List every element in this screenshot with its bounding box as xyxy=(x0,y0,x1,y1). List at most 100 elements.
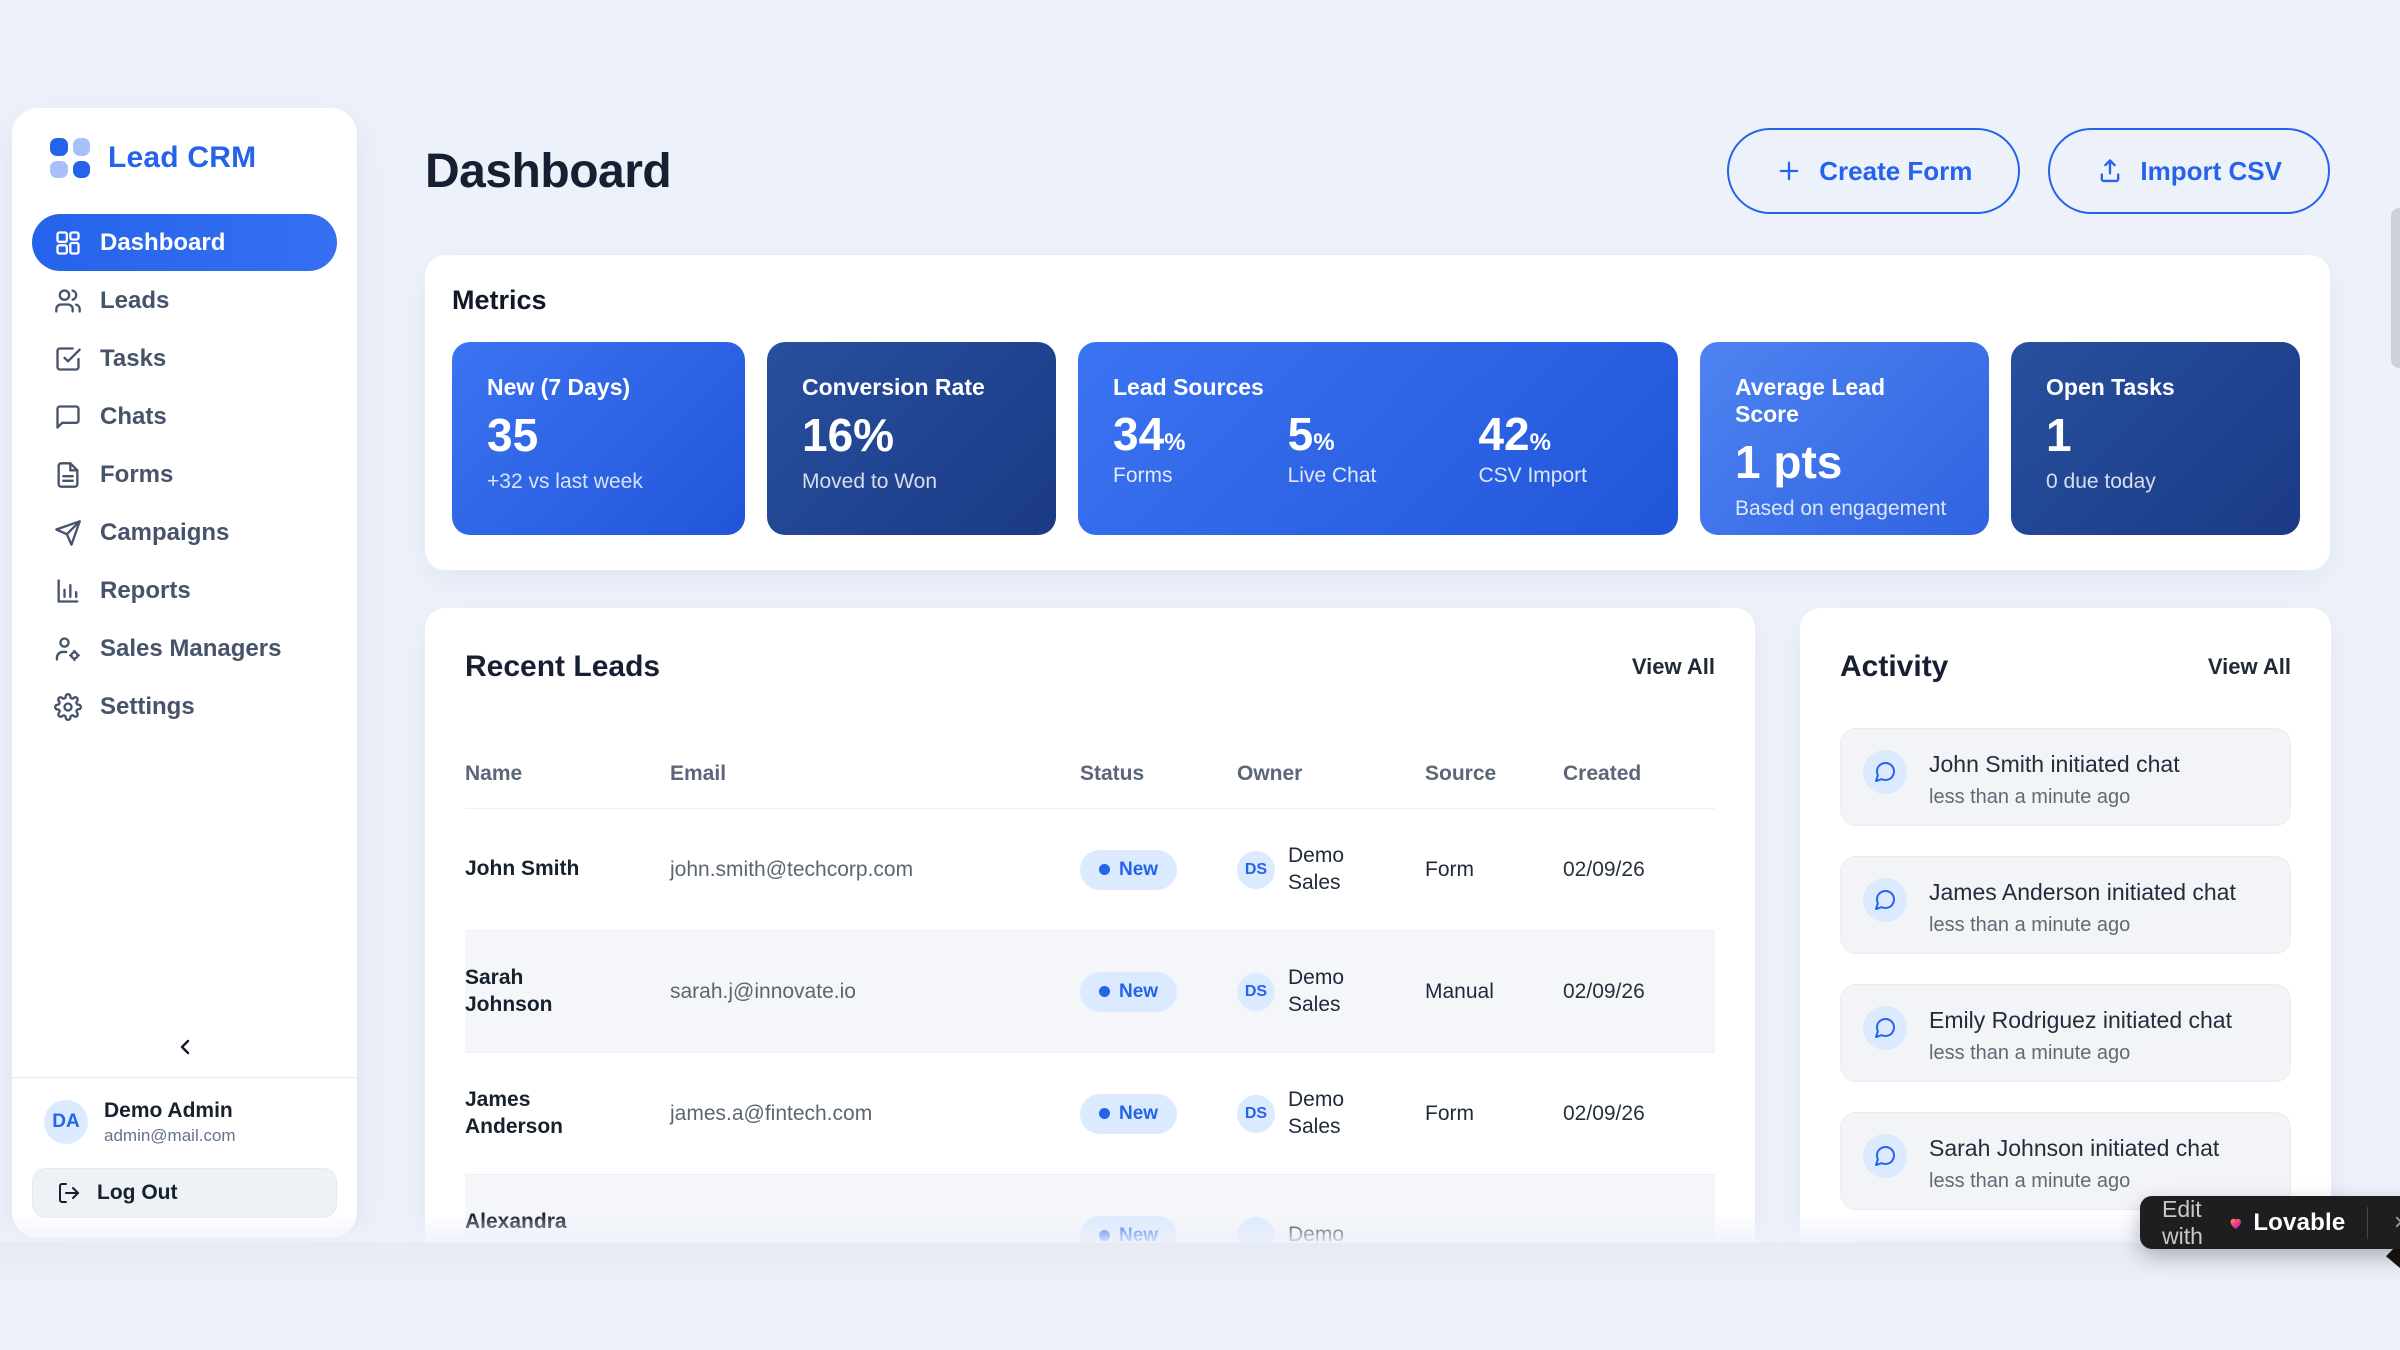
metric-value: 16% xyxy=(802,409,895,461)
lovable-badge-brand[interactable]: Lovable xyxy=(2253,1208,2346,1236)
lead-name: James Anderson xyxy=(465,1088,564,1138)
activity-item-time: less than a minute ago xyxy=(1929,1170,2131,1192)
list-item[interactable]: Emily Rodriguez initiated chat less than … xyxy=(1840,984,2291,1082)
status-label: New xyxy=(1119,1224,1159,1244)
create-form-button[interactable]: Create Form xyxy=(1727,128,2021,214)
user-profile: DA Demo Admin admin@mail.com xyxy=(32,1098,337,1146)
divider xyxy=(2367,1206,2368,1239)
activity-panel: Activity View All John Smith initiated c… xyxy=(1800,608,2331,1243)
status-label: New xyxy=(1119,980,1159,1002)
lead-email: sarah.j@innovate.io xyxy=(670,979,856,1003)
owner-name: Demo Sales xyxy=(1288,844,1345,894)
sidebar-item-tasks[interactable]: Tasks xyxy=(32,330,337,387)
logout-icon xyxy=(59,1183,79,1203)
sidebar-item-label: Campaigns xyxy=(100,518,230,546)
sidebar-item-chats[interactable]: Chats xyxy=(32,388,337,445)
app-logo-icon xyxy=(50,138,90,178)
sidebar-item-label: Sales Managers xyxy=(100,634,282,662)
stat-label: Live Chat xyxy=(1287,463,1377,487)
recent-leads-view-all-link[interactable]: View All xyxy=(1631,654,1715,679)
user-name: Demo Admin xyxy=(104,1098,233,1122)
status-dot-icon xyxy=(1099,1108,1110,1119)
lovable-badge-prefix: Edit with xyxy=(2162,1195,2203,1249)
owner-avatar: DS xyxy=(1237,850,1275,889)
sidebar-item-campaigns[interactable]: Campaigns xyxy=(32,504,337,561)
status-dot-icon xyxy=(1099,986,1110,997)
column-header-owner: Owner xyxy=(1237,762,1303,785)
table-row[interactable]: John Smith john.smith@techcorp.com New D… xyxy=(465,808,1715,930)
sidebar-item-leads[interactable]: Leads xyxy=(32,272,337,329)
lead-source-stat-forms: 34% Forms xyxy=(1113,409,1186,488)
stat-label: Forms xyxy=(1113,463,1173,487)
metric-value: 1 pts xyxy=(1735,436,1843,488)
metric-subtext: Based on engagement xyxy=(1735,496,1947,520)
chat-bubble-icon xyxy=(1863,878,1907,922)
lovable-badge: Edit with Lovable × xyxy=(2140,1196,2400,1249)
lead-name-text: Alexandra xyxy=(465,1210,567,1234)
check-square-icon xyxy=(56,346,81,371)
metric-label: Conversion Rate xyxy=(802,374,985,400)
list-item[interactable]: John Smith initiated chat less than a min… xyxy=(1840,728,2291,826)
activity-item-title: John Smith initiated chat xyxy=(1929,751,2180,777)
lead-source-stat-live-chat: 5% Live Chat xyxy=(1288,409,1377,488)
table-row[interactable]: Alexandra New Demo xyxy=(465,1174,1715,1243)
logout-button[interactable]: Log Out xyxy=(32,1168,337,1218)
stat-value: 42 xyxy=(1478,408,1530,460)
column-header-status: Status xyxy=(1080,762,1145,785)
sidebar-collapse-button[interactable] xyxy=(32,1025,337,1069)
stat-label: CSV Import xyxy=(1478,463,1587,487)
list-item[interactable]: James Anderson initiated chat less than a… xyxy=(1840,856,2291,954)
sidebar-item-label: Chats xyxy=(100,402,167,430)
sidebar-item-reports[interactable]: Reports xyxy=(32,562,337,619)
user-email: admin@mail.com xyxy=(104,1126,236,1145)
metrics-panel: Metrics New (7 Days) 35 +32 vs last week… xyxy=(425,255,2330,570)
lead-created: 02/09/26 xyxy=(1563,1101,1645,1125)
lead-source: Manual xyxy=(1425,979,1494,1003)
column-header-source: Source xyxy=(1425,762,1497,785)
metric-subtext: Moved to Won xyxy=(802,469,938,493)
lead-source-stat-csv-import: 42% CSV Import xyxy=(1478,409,1587,488)
sidebar-item-sales-managers[interactable]: Sales Managers xyxy=(32,620,337,677)
lead-name: John Smith xyxy=(465,857,580,881)
logout-label: Log Out xyxy=(97,1181,178,1204)
sidebar-nav: Dashboard Leads Tasks Chats Forms Campai… xyxy=(32,214,337,735)
status-badge: New xyxy=(1080,849,1178,890)
close-icon[interactable]: × xyxy=(2384,1205,2400,1241)
sidebar: Lead CRM Dashboard Leads Tasks Chats For… xyxy=(12,108,357,1238)
lovable-heart-icon xyxy=(2230,1218,2241,1229)
column-header-email: Email xyxy=(670,762,727,785)
plus-icon xyxy=(1779,161,1799,181)
page-header: Dashboard Create Form Import CSV xyxy=(425,128,2330,214)
column-header-created: Created xyxy=(1563,762,1642,785)
import-csv-button[interactable]: Import CSV xyxy=(2048,128,2330,214)
sidebar-item-dashboard[interactable]: Dashboard xyxy=(32,214,337,271)
metric-label: Average Lead Score xyxy=(1735,374,1885,427)
users-icon xyxy=(55,288,81,313)
user-avatar: DA xyxy=(44,1099,88,1144)
sidebar-item-settings[interactable]: Settings xyxy=(32,678,337,735)
owner-avatar: DS xyxy=(1237,1094,1275,1133)
leads-table-header: Name Email Status Owner Source Created xyxy=(465,740,1715,808)
owner-name: Demo Sales xyxy=(1288,966,1345,1016)
activity-view-all-link[interactable]: View All xyxy=(2207,654,2291,679)
lead-name: Alexandra xyxy=(465,1209,670,1243)
lead-source: Form xyxy=(1425,1101,1474,1125)
scrollbar[interactable] xyxy=(2391,208,2400,368)
lead-created: 02/09/26 xyxy=(1563,857,1645,881)
leads-table: Name Email Status Owner Source Created J… xyxy=(465,740,1715,1243)
metric-label: Lead Sources xyxy=(1113,374,1264,400)
list-item[interactable]: Sarah Johnson initiated chat less than a … xyxy=(1840,1112,2291,1210)
table-row[interactable]: Sarah Johnson sarah.j@innovate.io New DS… xyxy=(465,930,1715,1052)
user-gear-icon xyxy=(55,636,80,661)
status-badge: New xyxy=(1080,971,1178,1012)
table-row[interactable]: James Anderson james.a@fintech.com New D… xyxy=(465,1052,1715,1174)
activity-title: Activity xyxy=(1840,650,1949,683)
activity-item-title: Sarah Johnson initiated chat xyxy=(1929,1135,2220,1161)
sidebar-item-forms[interactable]: Forms xyxy=(32,446,337,503)
activity-item-time: less than a minute ago xyxy=(1929,786,2131,808)
status-label: New xyxy=(1119,1102,1159,1124)
stat-value: 34 xyxy=(1113,408,1165,460)
stat-unit: % xyxy=(1313,429,1335,456)
owner-name: Demo Sales xyxy=(1288,1088,1345,1138)
sidebar-footer: DA Demo Admin admin@mail.com Log Out xyxy=(12,1076,357,1218)
